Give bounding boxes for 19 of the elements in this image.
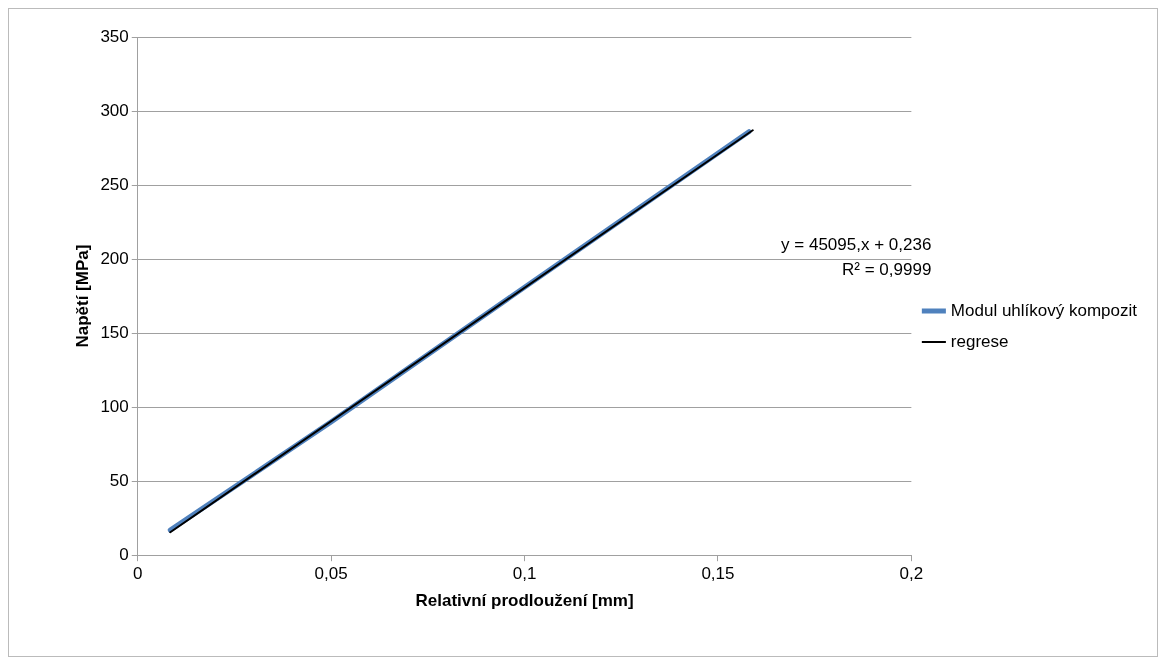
y-tick-label: 150 (100, 322, 129, 342)
y-tick-label: 0 (119, 544, 129, 564)
legend-label: Modul uhlíkový kompozit (950, 300, 1138, 320)
y-tick-label: 300 (100, 100, 129, 120)
x-tick-label: 0,1 (512, 564, 537, 584)
y-tick-label: 250 (100, 174, 129, 194)
x-tick-label: 0,2 (899, 564, 924, 584)
x-tick-label: 0,05 (314, 564, 348, 584)
y-tick-label: 50 (109, 470, 129, 490)
y-tick-label: 200 (100, 248, 129, 268)
x-tick-label: 0 (133, 564, 143, 584)
x-axis-title: Relativní prodloužení [mm] (415, 591, 634, 611)
annotation: y = 45095,x + 0,236 (781, 235, 932, 255)
y-tick-label: 350 (100, 26, 129, 46)
annotation: R² = 0,9999 (842, 260, 932, 280)
y-axis-title: Napětí [MPa] (72, 244, 92, 348)
x-tick-label: 0,15 (701, 564, 735, 584)
legend-label: regrese (950, 331, 1009, 351)
y-tick-label: 100 (100, 396, 129, 416)
